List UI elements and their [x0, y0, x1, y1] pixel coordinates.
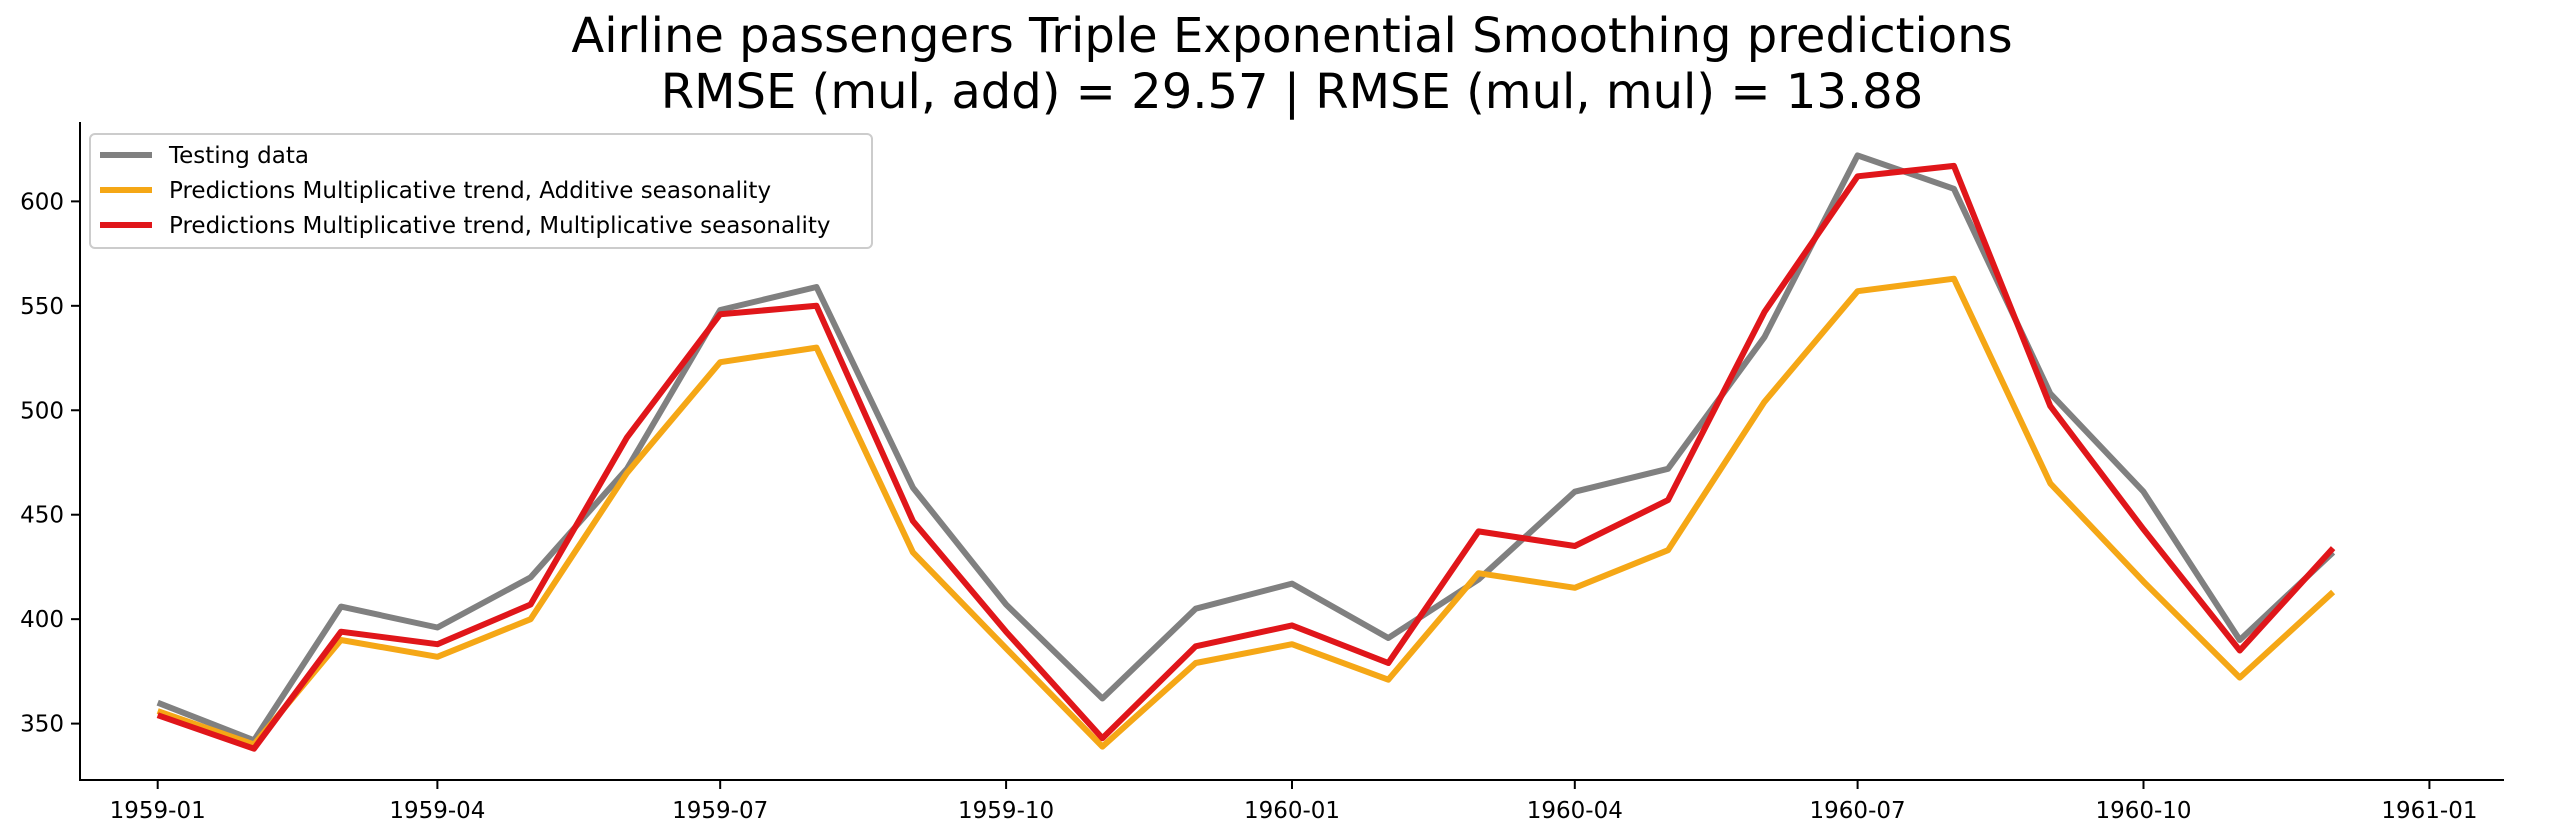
series-line-1 — [156, 275, 2336, 750]
x-tick-label: 1961-01 — [2381, 798, 2477, 824]
x-tick-label: 1960-01 — [1244, 798, 1340, 824]
data-point-0-10 — [1099, 696, 1105, 702]
x-tick-label: 1960-10 — [2095, 798, 2191, 824]
data-point-1-16 — [1665, 547, 1671, 553]
y-tick-label: 550 — [20, 294, 64, 320]
data-point-2-10 — [1099, 735, 1105, 741]
legend: Testing data Predictions Multiplicative t… — [89, 133, 873, 249]
data-point-1-19 — [1951, 276, 1957, 282]
data-point-0-18 — [1855, 152, 1861, 158]
data-point-0-8 — [910, 485, 916, 491]
data-point-0-21 — [2141, 489, 2147, 495]
data-point-0-13 — [1385, 635, 1391, 641]
x-tick-label: 1959-04 — [389, 798, 485, 824]
chart-title: Airline passengers Triple Exponential Sm… — [571, 8, 2012, 64]
legend-frame — [89, 133, 873, 249]
data-point-2-16 — [1665, 497, 1671, 503]
data-point-1-13 — [1385, 677, 1391, 683]
data-point-1-14 — [1476, 570, 1482, 576]
data-point-0-15 — [1572, 489, 1578, 495]
data-point-2-9 — [1003, 629, 1009, 635]
data-point-1-22 — [2237, 675, 2243, 681]
data-point-2-15 — [1572, 543, 1578, 549]
data-point-1-20 — [2047, 480, 2053, 486]
data-point-2-19 — [1951, 163, 1957, 169]
x-ticks: 1959-01 1959-04 1959-07 1959-10 1960-01 1960-… — [110, 780, 2477, 824]
data-point-1-3 — [434, 654, 440, 660]
data-point-2-5 — [624, 434, 630, 440]
data-point-1-8 — [910, 549, 916, 555]
data-point-1-15 — [1572, 585, 1578, 591]
x-tick-label: 1959-01 — [110, 798, 206, 824]
y-ticks: 350 400 450 500 550 600 — [20, 189, 80, 738]
data-point-0-2 — [338, 604, 344, 610]
data-point-2-18 — [1855, 173, 1861, 179]
x-tick-label: 1960-04 — [1527, 798, 1623, 824]
data-point-2-2 — [338, 629, 344, 635]
data-point-2-8 — [910, 518, 916, 524]
data-point-2-0 — [155, 712, 161, 718]
data-point-2-3 — [434, 641, 440, 647]
data-point-0-12 — [1289, 581, 1295, 587]
data-point-1-11 — [1193, 660, 1199, 666]
x-tick-label: 1959-10 — [958, 798, 1054, 824]
data-point-2-22 — [2237, 648, 2243, 654]
series-layer — [155, 152, 2336, 752]
data-point-2-13 — [1385, 660, 1391, 666]
legend-label-1: Predictions Multiplicative trend, Additi… — [169, 178, 771, 204]
series-line-0 — [156, 152, 2336, 744]
y-tick-label: 500 — [20, 398, 64, 424]
chart-subtitle: RMSE (mul, add) = 29.57 | RMSE (mul, mul… — [661, 64, 1923, 120]
data-point-2-11 — [1193, 643, 1199, 649]
data-point-1-17 — [1761, 399, 1767, 405]
y-tick-label: 350 — [20, 712, 64, 738]
data-point-2-1 — [251, 746, 257, 752]
data-point-1-4 — [528, 616, 534, 622]
data-point-1-21 — [2141, 579, 2147, 585]
data-point-1-7 — [814, 345, 820, 351]
data-point-2-12 — [1289, 622, 1295, 628]
data-point-0-0 — [155, 700, 161, 706]
data-point-2-21 — [2141, 526, 2147, 532]
data-point-2-17 — [1761, 309, 1767, 315]
data-point-0-11 — [1193, 606, 1199, 612]
data-point-0-17 — [1761, 334, 1767, 340]
data-point-0-19 — [1951, 186, 1957, 192]
series-line-2 — [156, 162, 2336, 752]
data-point-0-3 — [434, 625, 440, 631]
data-point-2-14 — [1476, 528, 1482, 534]
data-point-0-22 — [2237, 637, 2243, 643]
data-point-1-23 — [2330, 589, 2336, 595]
legend-label-2: Predictions Multiplicative trend, Multip… — [169, 213, 830, 239]
data-point-0-9 — [1003, 602, 1009, 608]
data-point-1-12 — [1289, 641, 1295, 647]
data-point-1-9 — [1003, 645, 1009, 651]
x-tick-label: 1960-07 — [1810, 798, 1906, 824]
data-point-0-7 — [814, 284, 820, 290]
data-point-0-16 — [1665, 466, 1671, 472]
data-point-2-23 — [2330, 545, 2336, 551]
y-tick-label: 600 — [20, 189, 64, 215]
data-point-2-4 — [528, 602, 534, 608]
data-point-2-20 — [2047, 403, 2053, 409]
y-tick-label: 400 — [20, 607, 64, 633]
data-point-1-5 — [624, 470, 630, 476]
legend-label-0: Testing data — [168, 143, 309, 169]
data-point-2-6 — [717, 311, 723, 317]
data-point-2-7 — [814, 303, 820, 309]
data-point-1-18 — [1855, 288, 1861, 294]
data-point-1-6 — [717, 359, 723, 365]
y-tick-label: 450 — [20, 503, 64, 529]
data-point-1-10 — [1099, 744, 1105, 750]
data-point-0-4 — [528, 574, 534, 580]
x-tick-label: 1959-07 — [672, 798, 768, 824]
